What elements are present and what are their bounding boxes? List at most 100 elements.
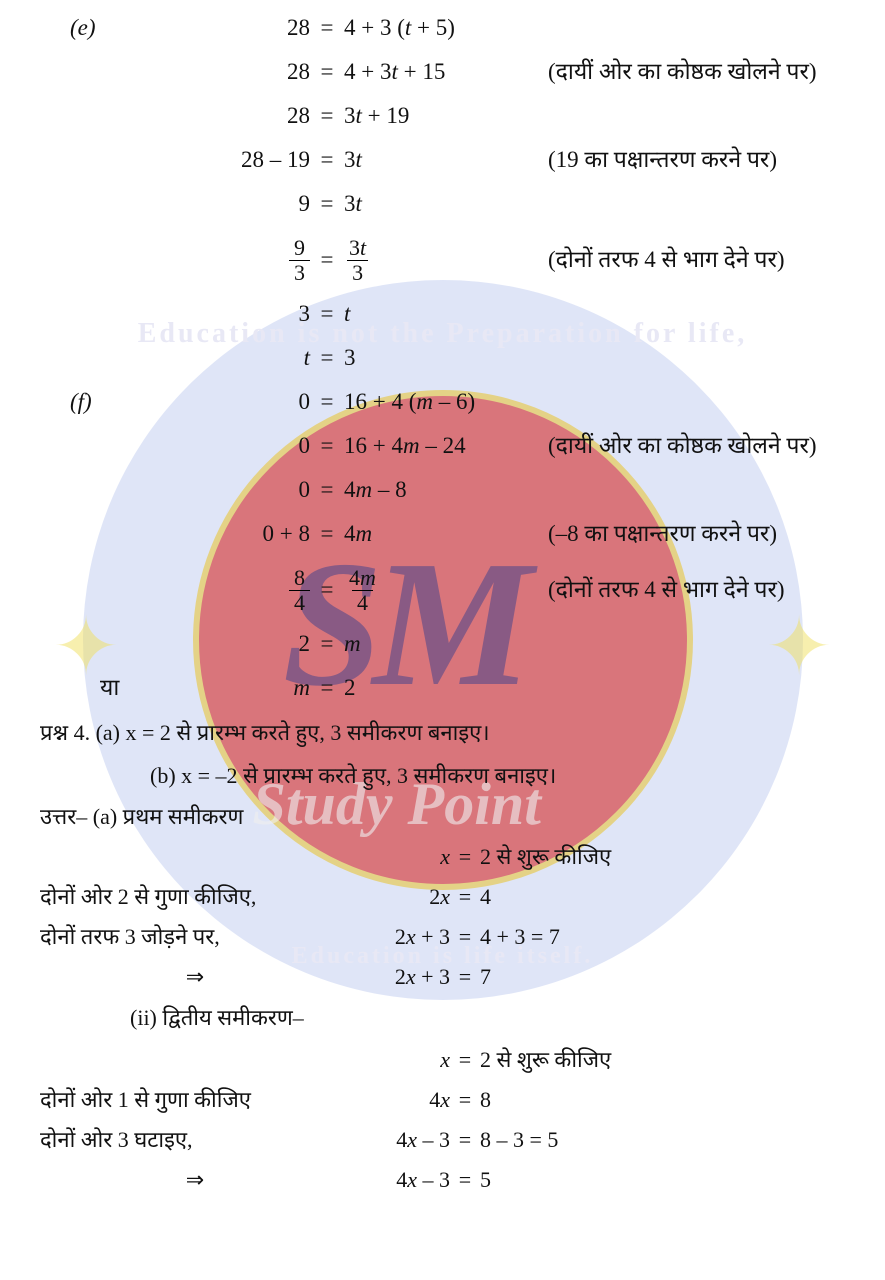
equation-lhs: 28	[210, 99, 310, 134]
equals-sign: =	[310, 627, 344, 662]
equation-lhs: 0	[210, 429, 310, 464]
equation-lhs: 28	[210, 11, 310, 46]
equals-sign: =	[310, 385, 344, 420]
equation-rhs: 4 + 3t + 15	[344, 55, 544, 90]
equation-note: (–8 का पक्षान्तरण करने पर)	[544, 517, 855, 552]
equals-sign: =	[310, 429, 344, 464]
solution-step: दोनों ओर 1 से गुणा कीजिए4x=8	[40, 1082, 855, 1116]
step-rhs: 8	[480, 1083, 855, 1116]
step-lhs: 4x – 3	[350, 1123, 450, 1156]
equation-row: याm=2	[40, 670, 855, 706]
question-4a: प्रश्न 4. (a) x = 2 से प्रारम्भ करते हुए…	[40, 716, 855, 749]
equation-rhs: 3	[344, 341, 544, 376]
equals-sign: =	[450, 1043, 480, 1076]
step-lhs: x	[350, 1043, 450, 1076]
page-content: (e)28=4 + 3 (t + 5)28=4 + 3t + 15(दायीं …	[0, 0, 885, 1212]
equation-rhs: 4 + 3 (t + 5)	[344, 11, 544, 46]
step-rhs: 5	[480, 1163, 855, 1196]
equals-sign: =	[310, 99, 344, 134]
equation-rhs: 3t + 19	[344, 99, 544, 134]
equation-row: 28=4 + 3t + 15(दायीं ओर का कोष्ठक खोलने …	[40, 54, 855, 90]
solution-step: दोनों तरफ 3 जोड़ने पर,2x + 3=4 + 3 = 7	[40, 919, 855, 953]
step-lhs: x	[350, 840, 450, 873]
step-instruction: ⇒	[40, 1163, 350, 1196]
equals-sign: =	[310, 243, 344, 278]
equation-rhs: 4m4	[344, 566, 544, 613]
equation-rhs: 4m – 8	[344, 473, 544, 508]
equation-lhs: 93	[210, 236, 310, 283]
equation-note: (दायीं ओर का कोष्ठक खोलने पर)	[544, 55, 855, 90]
step-rhs: 4	[480, 880, 855, 913]
solution-step: दोनों ओर 3 घटाइए,4x – 3=8 – 3 = 5	[40, 1122, 855, 1156]
equation-lhs: 0	[210, 473, 310, 508]
equals-sign: =	[310, 573, 344, 608]
equals-sign: =	[450, 1163, 480, 1196]
equals-sign: =	[310, 473, 344, 508]
equation-row: (f)0=16 + 4 (m – 6)	[40, 384, 855, 420]
equals-sign: =	[450, 960, 480, 993]
equation-lhs: 84	[210, 566, 310, 613]
equals-sign: =	[310, 11, 344, 46]
equation-rhs: 4m	[344, 517, 544, 552]
equals-sign: =	[310, 187, 344, 222]
equals-sign: =	[450, 1123, 480, 1156]
equals-sign: =	[310, 671, 344, 706]
equation-lhs: 28 – 19	[210, 143, 310, 178]
equation-lhs: 2	[210, 627, 310, 662]
step-instruction: ⇒	[40, 960, 350, 993]
step-instruction: दोनों ओर 2 से गुणा कीजिए,	[40, 880, 350, 913]
equation-lhs: 28	[210, 55, 310, 90]
equation-note: (दोनों तरफ 4 से भाग देने पर)	[544, 243, 855, 278]
step-rhs: 4 + 3 = 7	[480, 920, 855, 953]
solution-step: ⇒2x + 3=7	[40, 959, 855, 993]
equation-rhs: 3t	[344, 187, 544, 222]
equation-rhs: 3t	[344, 143, 544, 178]
step-lhs: 4x	[350, 1083, 450, 1116]
equals-sign: =	[310, 341, 344, 376]
equation-lhs: t	[210, 341, 310, 376]
equation-rhs: 2	[344, 671, 544, 706]
equation-row: 28=3t + 19	[40, 98, 855, 134]
step-lhs: 2x + 3	[350, 960, 450, 993]
equation-lhs: 0 + 8	[210, 517, 310, 552]
solution-step: ⇒4x – 3=5	[40, 1162, 855, 1196]
step-lhs: 4x – 3	[350, 1163, 450, 1196]
step-rhs: 2 से शुरू कीजिए	[480, 1043, 855, 1076]
solution-step: दोनों ओर 2 से गुणा कीजिए,2x=4	[40, 879, 855, 913]
equation-note: (दायीं ओर का कोष्ठक खोलने पर)	[544, 429, 855, 464]
equation-row: 3=t	[40, 296, 855, 332]
equals-sign: =	[310, 517, 344, 552]
equation-row: 93=3t3(दोनों तरफ 4 से भाग देने पर)	[40, 230, 855, 290]
step-lhs: 2x + 3	[350, 920, 450, 953]
equation-row: (e)28=4 + 3 (t + 5)	[40, 10, 855, 46]
equation-lhs: m	[210, 671, 310, 706]
step-instruction: दोनों ओर 3 घटाइए,	[40, 1123, 350, 1156]
equation-rhs: 16 + 4 (m – 6)	[344, 385, 544, 420]
step-instruction: दोनों ओर 1 से गुणा कीजिए	[40, 1083, 350, 1116]
equation-row: 2=m	[40, 626, 855, 662]
equation-row: 84=4m4(दोनों तरफ 4 से भाग देने पर)	[40, 560, 855, 620]
equation-row: 9=3t	[40, 186, 855, 222]
equation-row: 28 – 19=3t(19 का पक्षान्तरण करने पर)	[40, 142, 855, 178]
equals-sign: =	[310, 55, 344, 90]
equation-note: (दोनों तरफ 4 से भाग देने पर)	[544, 573, 855, 608]
part-label: (e)	[40, 11, 210, 46]
solution-step: x=2 से शुरू कीजिए	[40, 839, 855, 873]
second-eq-head: (ii) द्वितीय समीकरण–	[40, 1001, 855, 1034]
answer-head: उत्तर– (a) प्रथम समीकरण	[40, 800, 855, 833]
equals-sign: =	[450, 1083, 480, 1116]
equals-sign: =	[450, 880, 480, 913]
equation-lhs: 9	[210, 187, 310, 222]
step-rhs: 7	[480, 960, 855, 993]
equals-sign: =	[310, 143, 344, 178]
equation-rhs: t	[344, 297, 544, 332]
equation-lhs: 3	[210, 297, 310, 332]
question-4b: (b) x = –2 से प्रारम्भ करते हुए, 3 समीकर…	[40, 759, 855, 792]
equation-row: 0=4m – 8	[40, 472, 855, 508]
step-lhs: 2x	[350, 880, 450, 913]
or-label: या	[40, 671, 210, 706]
step-instruction: दोनों तरफ 3 जोड़ने पर,	[40, 920, 350, 953]
equation-rhs: 16 + 4m – 24	[344, 429, 544, 464]
equation-lhs: 0	[210, 385, 310, 420]
solution-step: x=2 से शुरू कीजिए	[40, 1042, 855, 1076]
